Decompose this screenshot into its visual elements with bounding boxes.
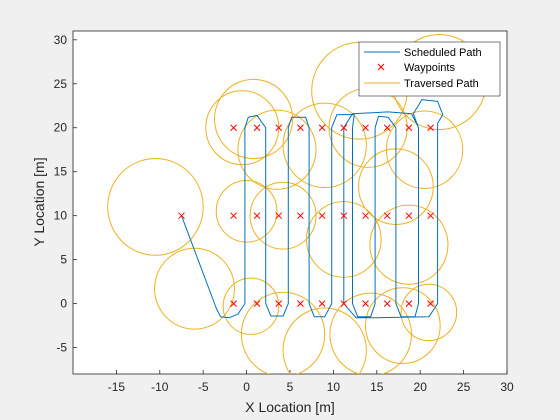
waypoint-marker <box>362 300 369 307</box>
waypoint-marker <box>297 124 304 132</box>
waypoint-marker <box>340 300 348 307</box>
x-tick-label: -10 <box>151 380 169 394</box>
waypoint-marker <box>383 300 391 307</box>
y-tick-label: 10 <box>54 209 68 223</box>
legend-label-traversed-path: Traversed Path <box>404 78 479 90</box>
waypoint-marker <box>230 300 237 307</box>
waypoint-marker <box>362 124 369 132</box>
traversed-path-loop <box>215 180 278 243</box>
y-tick-label: 30 <box>54 33 68 47</box>
waypoint-marker <box>405 212 413 220</box>
waypoint-marker <box>362 212 369 220</box>
waypoint-marker <box>383 212 391 220</box>
waypoint-marker <box>427 124 434 132</box>
traversed-path-loop <box>222 277 280 335</box>
waypoint-marker <box>340 212 348 220</box>
waypoint-marker <box>318 124 326 132</box>
x-axis-ticks: -15 -10 -5 0 5 10 15 20 25 30 <box>108 370 514 394</box>
x-tick-label: 30 <box>500 380 514 394</box>
y-axis-label: Y Location [m] <box>31 157 47 246</box>
x-axis-label: X Location [m] <box>245 399 335 415</box>
traversed-path-loop <box>107 158 204 256</box>
x-tick-label: 25 <box>457 380 471 394</box>
waypoint-marker <box>230 212 237 220</box>
x-tick-label: -5 <box>198 380 209 394</box>
waypoint-marker <box>318 300 326 307</box>
waypoint-marker <box>340 124 348 132</box>
traversed-path-loop <box>240 291 326 374</box>
traversed-path-loop <box>282 102 367 189</box>
legend-label-scheduled-path: Scheduled Path <box>404 47 482 59</box>
waypoint-marker <box>230 124 237 132</box>
traversed-path-loop <box>369 204 449 285</box>
traversed-path-loop <box>282 307 367 374</box>
waypoint-marker <box>297 300 304 307</box>
y-tick-label: -5 <box>56 341 67 355</box>
traversed-path-loop <box>400 283 458 342</box>
waypoint-marker <box>405 300 413 307</box>
x-tick-label: -15 <box>108 380 126 394</box>
y-axis-ticks: -5 0 5 10 15 20 25 30 <box>54 33 77 355</box>
legend: Scheduled Path Waypoints Traversed Path <box>358 41 501 97</box>
x-tick-label: 0 <box>243 380 250 394</box>
x-tick-label: 20 <box>414 380 428 394</box>
traversed-path-loop <box>385 110 464 189</box>
traversed-path-loop <box>154 247 235 330</box>
y-tick-label: 5 <box>60 253 67 267</box>
waypoint-marker <box>383 124 391 132</box>
waypoint-marker <box>318 212 326 220</box>
legend-label-waypoints: Waypoints <box>404 62 455 74</box>
waypoint-marker <box>275 300 283 307</box>
waypoint-marker <box>253 124 261 132</box>
scheduled-path-line <box>181 99 444 319</box>
scheduled-path-series <box>181 99 444 319</box>
waypoint-marker <box>427 300 434 307</box>
x-tick-label: 5 <box>287 380 294 394</box>
y-tick-label: 20 <box>54 121 68 135</box>
waypoints-series <box>178 124 434 307</box>
traversed-path-loop <box>365 287 441 364</box>
waypoint-marker <box>178 212 185 220</box>
traversed-path-loop <box>249 181 317 250</box>
y-tick-label: 25 <box>54 77 68 91</box>
waypoint-marker <box>275 212 283 220</box>
x-tick-label: 15 <box>370 380 384 394</box>
waypoint-marker <box>275 124 283 132</box>
x-tick-label: 10 <box>327 380 341 394</box>
traversed-path-series <box>107 34 487 374</box>
y-tick-label: 0 <box>60 297 67 311</box>
waypoint-marker <box>297 212 304 220</box>
y-tick-label: 15 <box>54 165 68 179</box>
waypoint-marker <box>253 300 261 307</box>
legend-swatch-waypoints <box>377 63 385 71</box>
waypoint-marker <box>253 212 261 220</box>
waypoint-marker <box>427 212 434 220</box>
waypoint-marker <box>405 124 413 132</box>
traversed-path-loop <box>237 109 317 190</box>
